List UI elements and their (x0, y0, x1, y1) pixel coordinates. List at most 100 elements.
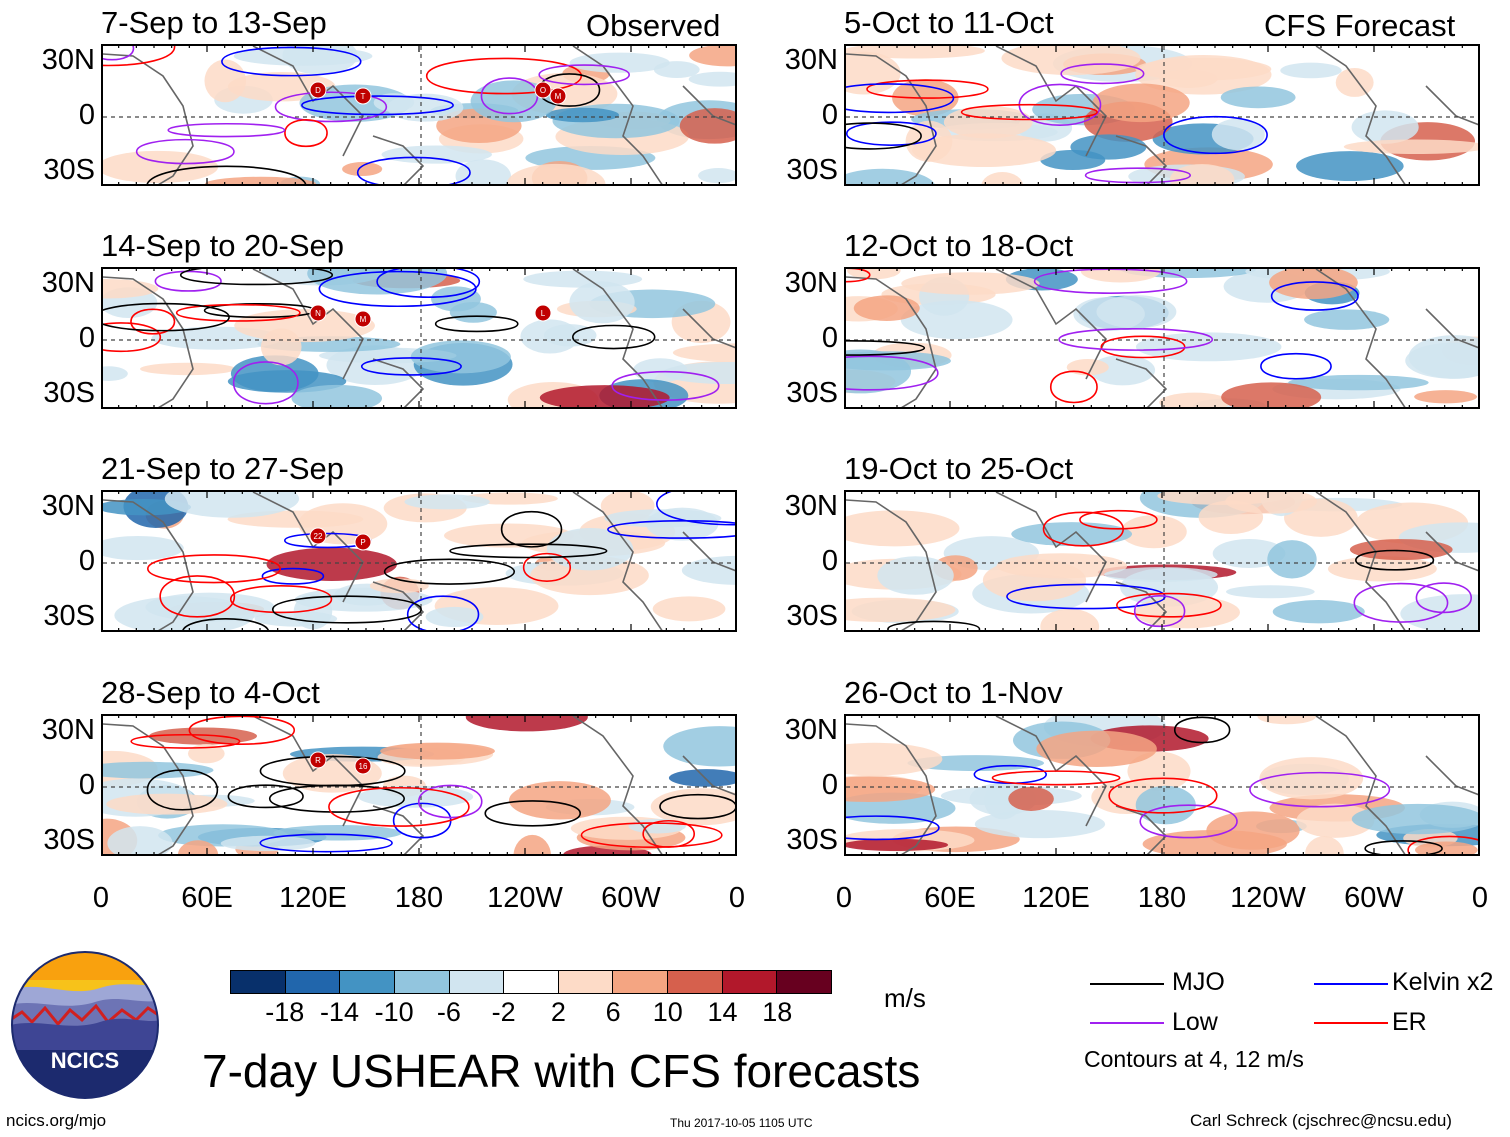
storm-label: P (360, 538, 365, 547)
anomaly-contour (188, 716, 296, 745)
storm-label: T (361, 92, 366, 101)
storm-label: R (315, 756, 321, 765)
anomaly-contour (1270, 281, 1359, 311)
lon-label: 0 (1471, 882, 1489, 914)
map-panel: 22 P (101, 490, 737, 632)
colorbar-tick-label: -2 (491, 997, 516, 1027)
shear-shading (291, 384, 383, 407)
shear-shading (846, 168, 935, 184)
coastline (103, 723, 194, 854)
lon-label: 0 (835, 882, 853, 914)
shear-shading (425, 606, 484, 628)
anomaly-contour (229, 585, 333, 614)
shear-shading (1225, 492, 1317, 514)
anomaly-contour (406, 595, 480, 630)
lat-label: 0 (821, 769, 838, 801)
coastline (572, 46, 663, 184)
shear-shading (410, 340, 511, 374)
shear-shading (1304, 309, 1390, 330)
storm-icon (309, 304, 327, 322)
ncics-logo: NCICS (10, 950, 160, 1100)
anomaly-contour (538, 73, 601, 107)
anomaly-contour (642, 819, 696, 848)
shear-shading (943, 105, 1033, 139)
anomaly-contour (866, 79, 989, 99)
shear-shading (380, 742, 495, 760)
lat-label: 0 (78, 769, 95, 801)
map-panel: R 16 (101, 714, 737, 856)
anomaly-contour (973, 764, 1047, 784)
anomaly-contour (538, 64, 630, 86)
storm-label: N (315, 309, 321, 318)
shear-map: NML (103, 269, 735, 407)
anomaly-contour (261, 567, 325, 585)
storm-marker: R (309, 751, 327, 769)
lat-label: 30S (786, 377, 838, 409)
shear-shading (1257, 716, 1317, 725)
storm-label: D (315, 86, 321, 95)
lat-label: 30S (786, 154, 838, 186)
shear-shading (1120, 515, 1187, 549)
lon-label: 0 (92, 882, 110, 914)
anomaly-contour (991, 770, 1121, 786)
anomaly-contour (659, 793, 735, 820)
coastline (1315, 269, 1406, 407)
shear-shading (652, 596, 726, 622)
shear-shading (342, 162, 383, 177)
shear-shading (103, 535, 184, 561)
coastline (1115, 805, 1168, 854)
coastline (1315, 46, 1406, 184)
shear-shading (103, 150, 219, 184)
lat-label: 30S (43, 824, 95, 856)
shear-shading (1335, 68, 1374, 97)
anomaly-contour (1139, 804, 1238, 839)
shear-shading (698, 167, 735, 184)
lon-label: 120W (1230, 882, 1306, 914)
shear-shading (1343, 139, 1478, 155)
shear-shading (846, 742, 943, 776)
panel-title: 5-Oct to 11-Oct (844, 5, 1054, 40)
anomaly-contour (1079, 509, 1158, 530)
panel-title: 7-Sep to 13-Sep (101, 5, 327, 40)
anomaly-contour (154, 270, 222, 292)
anomaly-contour (284, 119, 328, 147)
shear-shading (1073, 296, 1145, 332)
shear-shading (513, 834, 551, 854)
lon-label: 60W (1344, 882, 1404, 914)
anomaly-contour (522, 552, 572, 582)
lat-label: 0 (821, 99, 838, 131)
shear-shading (455, 159, 511, 184)
shear-shading (846, 838, 949, 851)
legend-line-kelvin (1314, 983, 1388, 985)
shear-shading (1127, 751, 1191, 792)
shear-shading (140, 362, 236, 376)
shear-shading (847, 269, 901, 280)
colorbar-swatch (340, 971, 395, 993)
lat-label: 30N (784, 44, 838, 76)
footer-url[interactable]: ncics.org/mjo (6, 1111, 107, 1130)
lon-label: 120W (487, 882, 563, 914)
anomaly-contour (167, 122, 286, 138)
coastline (995, 46, 1107, 157)
anomaly-contour (1415, 582, 1473, 614)
storm-icon (354, 310, 372, 328)
lat-label: 30N (41, 490, 95, 522)
coastline (1425, 85, 1478, 126)
storm-icon (354, 533, 372, 551)
shear-shading (546, 527, 634, 571)
lat-label: 30N (41, 267, 95, 299)
shear-shading (688, 71, 735, 87)
lat-label: 30N (41, 44, 95, 76)
anomaly-contour (846, 122, 922, 150)
anomaly-contour (846, 269, 871, 283)
anomaly-contour (449, 543, 608, 559)
anomaly-contour (1173, 716, 1231, 744)
map-panel (844, 44, 1480, 186)
anomaly-contour (130, 733, 241, 749)
footer-timestamp: Thu 2017-10-05 1105 UTC (670, 1116, 813, 1130)
map-panel (844, 490, 1480, 632)
anomaly-contour (1364, 840, 1443, 854)
lat-label: 30S (43, 600, 95, 632)
colorbar-swatch (449, 971, 505, 993)
